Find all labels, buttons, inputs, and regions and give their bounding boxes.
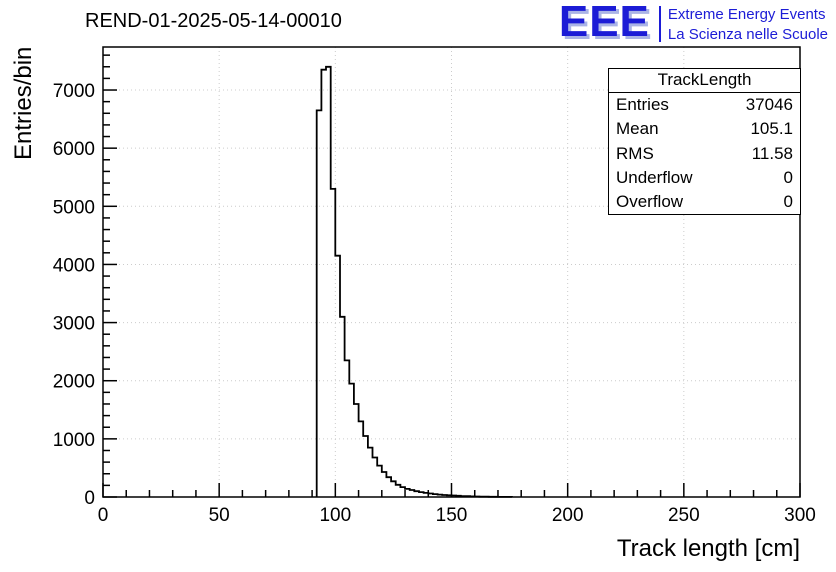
grid-lines [103,47,801,497]
stats-rows: Entries 37046 Mean 105.1 RMS 11.58 Underflow 0 O… [609,93,800,214]
stats-row: Underflow 0 [609,166,800,190]
stats-box: TrackLength Entries 37046 Mean 105.1 RMS 11.5… [608,68,801,216]
y-tick-label: 0 [84,488,95,509]
y-tick-label: 2000 [53,372,95,393]
y-axis-tick-labels: 0 1000 2000 3000 4000 5000 6000 7000 [53,81,95,509]
eee-logo-subtitle: Extreme Energy Events La Scienza nelle S… [668,3,828,44]
y-tick-label: 3000 [53,314,95,335]
eee-logo-line2: La Scienza nelle Scuole [667,25,828,43]
stats-row-label: Entries [616,95,669,114]
stats-row-label: RMS [616,143,654,163]
x-tick-label: 50 [209,505,230,526]
stats-row-value: 11.58 [751,143,793,163]
stats-row-label: Overflow [616,192,684,211]
y-tick-label: 1000 [53,430,95,451]
stats-row: Mean 105.1 [609,117,800,141]
chart-title: REND-01-2025-05-14-00010 [85,10,342,32]
stats-row: RMS 11.58 [609,142,800,166]
stats-row: Entries 37046 [609,93,800,117]
y-tick-label: 6000 [53,139,95,160]
x-tick-label: 200 [552,505,584,526]
eee-logo-text: EEE [558,0,650,46]
stats-row: Overflow 0 [609,190,800,214]
logo-divider [658,6,661,42]
stats-row-value: 37046 [745,95,793,114]
x-tick-label: 0 [98,505,109,526]
x-tick-label: 100 [319,505,351,526]
y-tick-label: 7000 [53,81,95,102]
eee-logo: EEE Extreme Energy Events La Scienza nel… [558,0,828,46]
stats-row-value: 0 [783,192,793,211]
y-axis-label: Entries/bin [10,46,37,160]
stats-row-value: 0 [783,167,793,187]
stats-row-label: Mean [616,119,659,139]
eee-logo-line1: Extreme Energy Events [667,6,826,23]
x-axis-label: Track length [cm] [616,535,800,562]
x-axis-tick-labels: 0 50 100 150 200 250 300 [98,505,816,526]
stats-row-value: 105.1 [750,119,793,139]
y-tick-label: 4000 [53,255,95,276]
y-tick-label: 5000 [53,197,95,218]
histogram-line [315,65,513,498]
y-axis-ticks [103,54,117,498]
stats-row-label: Underflow [616,167,693,187]
x-tick-label: 300 [784,505,816,526]
stats-box-title: TrackLength [609,69,800,93]
x-tick-label: 150 [436,505,468,526]
x-tick-label: 250 [668,505,700,526]
